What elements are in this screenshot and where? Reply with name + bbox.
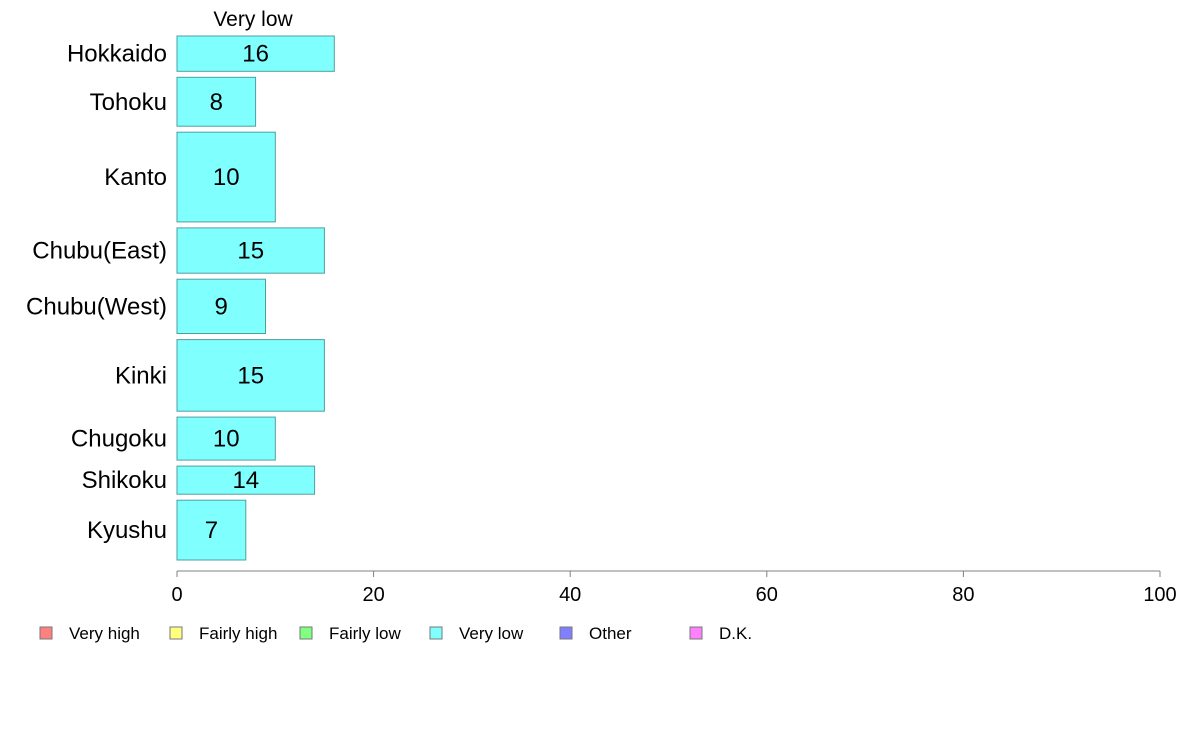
bar-chubu-east-	[176, 227, 325, 274]
bar-value-label: 15	[237, 362, 264, 389]
legend-swatch	[689, 626, 703, 640]
x-axis: 0 20 40 60 80 100	[171, 570, 1177, 606]
bar-chugoku	[176, 416, 276, 461]
category-label: Chubu(East)	[32, 238, 167, 265]
x-tick-label: 20	[362, 584, 384, 606]
bar-value-label: 16	[242, 41, 269, 68]
x-tick-label: 60	[756, 584, 778, 606]
category-label: Shikoku	[82, 467, 167, 494]
x-tick-label: 80	[952, 584, 974, 606]
x-tick-label: 40	[559, 584, 581, 606]
legend-swatch	[169, 626, 183, 640]
bar-kanto	[176, 131, 276, 223]
legend-label: Fairly low	[329, 624, 402, 643]
panel-title: Very low	[213, 8, 293, 31]
bar-kyushu	[176, 499, 247, 561]
legend-swatch	[559, 626, 573, 640]
legend-swatch	[299, 626, 313, 640]
category-label: Chugoku	[71, 426, 167, 453]
category-label: Chubu(West)	[26, 293, 167, 320]
bar-hokkaido	[176, 35, 335, 72]
bar-value-label: 10	[213, 426, 240, 453]
bar-chubu-west-	[176, 278, 266, 335]
category-label: Kanto	[104, 164, 167, 191]
category-label: Kinki	[115, 362, 167, 389]
category-label: Hokkaido	[67, 41, 167, 68]
x-tick-label: 100	[1143, 584, 1176, 606]
category-label: Kyushu	[87, 517, 167, 544]
legend-swatch	[39, 626, 53, 640]
bar-value-label: 14	[232, 467, 259, 494]
legend-swatch	[429, 626, 443, 640]
bar-value-label: 8	[210, 89, 223, 116]
bar-value-label: 7	[205, 517, 218, 544]
x-tick-label: 0	[171, 584, 182, 606]
bars: Hokkaido 16 Tohoku 8 Kanto 10 Chubu(East) 15 Chu…	[26, 35, 335, 561]
legend: Very high Fairly high Fairly low Very low Ot…	[39, 624, 752, 643]
bar-value-label: 9	[215, 293, 228, 320]
bar-value-label: 10	[213, 164, 240, 191]
legend-label: D.K.	[719, 624, 752, 643]
category-label: Tohoku	[90, 89, 167, 116]
bar-shikoku	[176, 465, 316, 495]
legend-label: Very low	[459, 624, 524, 643]
legend-label: Fairly high	[199, 624, 277, 643]
bar-kinki	[176, 339, 325, 412]
bar-value-label: 15	[237, 238, 264, 265]
bar-tohoku	[176, 76, 257, 127]
legend-label: Other	[589, 624, 632, 643]
legend-label: Very high	[69, 624, 140, 643]
